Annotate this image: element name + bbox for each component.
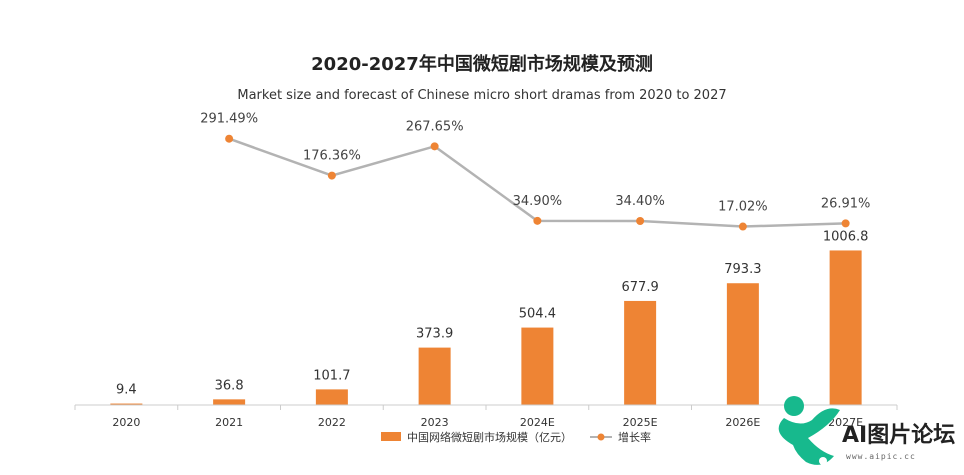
growth-rate-point [636,216,645,225]
bar-value-label: 101.7 [313,368,350,383]
growth-rate-label: 26.91% [821,196,871,211]
bar-value-label: 504.4 [519,307,556,322]
growth-rate-point [430,142,439,151]
x-tick-label: 2021 [215,416,243,429]
x-tick-label: 2027E [828,416,863,429]
bar [521,327,554,405]
legend-bar-label: 中国网络微短剧市场规模（亿元） [407,430,572,444]
growth-rate-point [738,222,747,231]
bar [110,403,143,405]
watermark-logo-icon [774,396,840,465]
x-tick-label: 2023 [421,416,449,429]
bar [726,283,759,405]
bar [624,300,657,405]
watermark: AI图片论坛 www.aipic.cc [774,396,955,465]
bar-value-label: 793.3 [724,262,761,277]
legend-bar-swatch [381,432,401,441]
growth-rate-label: 291.49% [200,112,258,127]
bar [213,399,246,405]
bar [418,347,451,405]
x-tick-label: 2022 [318,416,346,429]
growth-rate-point [225,134,234,143]
growth-rate-point [533,216,542,225]
bar [315,389,348,405]
legend: 中国网络微短剧市场规模（亿元） 增长率 [381,430,651,444]
growth-rate-label: 34.40% [615,194,665,209]
bar-series: 9.4 36.8 101.7 373.9 504.4 677.9 793.3 1006.8 [110,229,868,405]
x-tick-label: 2020 [112,416,140,429]
x-tick-label: 2024E [520,416,555,429]
watermark-url: www.aipic.cc [846,452,916,461]
bar [829,250,862,405]
chart-title: 2020-2027年中国微短剧市场规模及预测 [311,53,653,75]
growth-rate-label: 34.90% [513,194,563,209]
growth-rate-label: 17.02% [718,200,768,215]
growth-rate-label: 176.36% [303,149,361,164]
bar-value-label: 1006.8 [823,229,869,244]
growth-rate-point [841,219,850,228]
x-tick-label: 2026E [725,416,760,429]
x-axis-ticks: 2020 2021 2022 2023 2024E 2025E 2026E 2027E [74,405,898,429]
bar-value-label: 373.9 [416,327,453,342]
bar-value-label: 9.4 [116,383,137,398]
legend-line-marker [597,433,605,441]
growth-rate-series: 291.49% 176.36% 267.65% 34.90% 34.40% 17.02% 2… [200,112,870,231]
legend-line-label: 增长率 [618,430,651,444]
chart-subtitle: Market size and forecast of Chinese micr… [237,88,726,103]
growth-rate-label: 267.65% [406,119,464,134]
x-tick-label: 2025E [623,416,658,429]
watermark-text: AI图片论坛 [842,422,955,448]
bar-value-label: 677.9 [622,280,659,295]
bar-value-label: 36.8 [215,378,244,393]
growth-rate-point [327,171,336,180]
